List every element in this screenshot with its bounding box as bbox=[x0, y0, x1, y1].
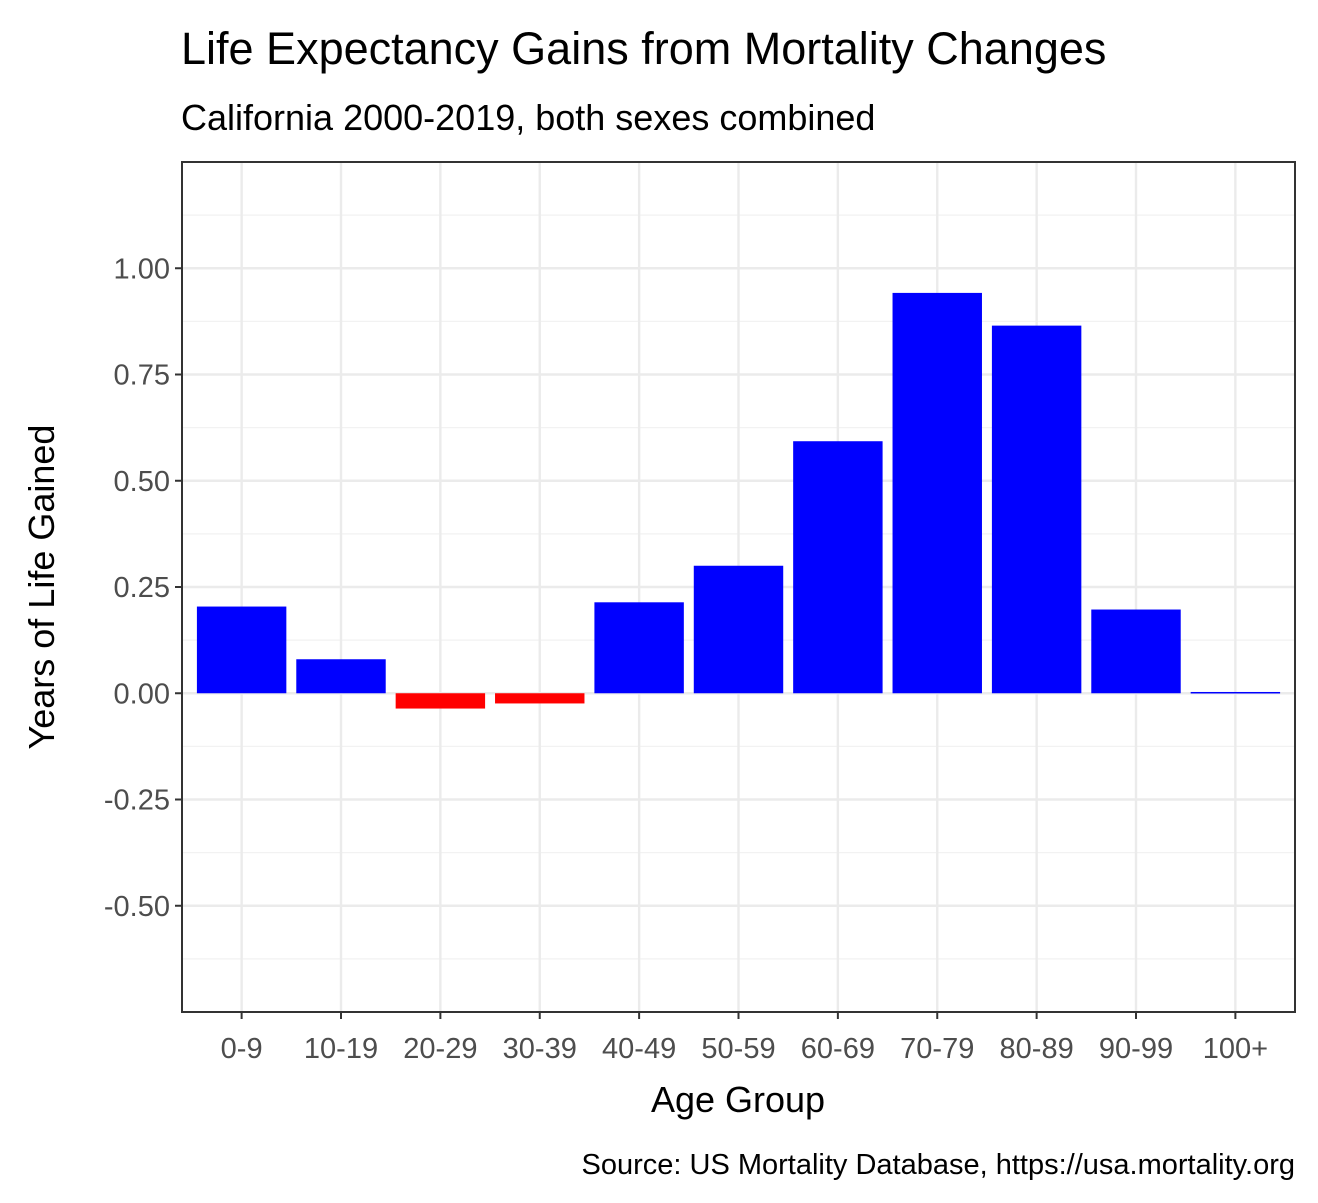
bar-30-39 bbox=[495, 693, 585, 704]
x-tick-label: 90-99 bbox=[1099, 1033, 1173, 1065]
bar-10-19 bbox=[296, 659, 386, 694]
x-axis-title: Age Group bbox=[651, 1079, 825, 1120]
bar-80-89 bbox=[991, 325, 1082, 694]
x-tick-label: 60-69 bbox=[801, 1033, 875, 1065]
y-axis: -0.50 -0.25 0.00 0.25 0.50 0.75 1.00 bbox=[104, 253, 182, 923]
y-tick-label: 0.75 bbox=[114, 360, 170, 392]
chart-subtitle: California 2000-2019, both sexes combine… bbox=[181, 97, 875, 138]
x-tick-label: 100+ bbox=[1203, 1033, 1268, 1065]
bar-0-9 bbox=[196, 606, 287, 694]
y-tick-label: 0.25 bbox=[114, 572, 170, 604]
x-tick-label: 80-89 bbox=[1000, 1033, 1074, 1065]
y-tick-label: -0.25 bbox=[104, 785, 170, 817]
y-axis-title: Years of Life Gained bbox=[21, 425, 62, 750]
x-tick-label: 70-79 bbox=[900, 1033, 974, 1065]
x-tick-label: 0-9 bbox=[221, 1033, 263, 1065]
bar-90-99 bbox=[1091, 609, 1181, 694]
bar-40-49 bbox=[594, 602, 684, 694]
x-tick-label: 10-19 bbox=[304, 1033, 378, 1065]
x-tick-label: 30-39 bbox=[503, 1033, 577, 1065]
chart-caption: Source: US Mortality Database, https://u… bbox=[582, 1149, 1295, 1181]
bar-100+ bbox=[1190, 691, 1281, 694]
x-tick-label: 50-59 bbox=[701, 1033, 775, 1065]
x-tick-label: 20-29 bbox=[403, 1033, 477, 1065]
bar-70-79 bbox=[892, 292, 982, 694]
x-axis: 0-9 10-19 20-29 30-39 40-49 50-59 60-69 70-79 80… bbox=[221, 1012, 1268, 1065]
y-tick-label: -0.50 bbox=[104, 891, 170, 923]
y-tick-label: 1.00 bbox=[114, 253, 170, 285]
bar-20-29 bbox=[395, 693, 486, 709]
y-tick-label: 0.00 bbox=[114, 678, 170, 710]
chart-title: Life Expectancy Gains from Mortality Cha… bbox=[181, 23, 1106, 74]
bar-60-69 bbox=[793, 441, 883, 694]
bar-50-59 bbox=[693, 565, 784, 694]
x-tick-label: 40-49 bbox=[602, 1033, 676, 1065]
y-tick-label: 0.50 bbox=[114, 466, 170, 498]
bars bbox=[196, 292, 1281, 709]
